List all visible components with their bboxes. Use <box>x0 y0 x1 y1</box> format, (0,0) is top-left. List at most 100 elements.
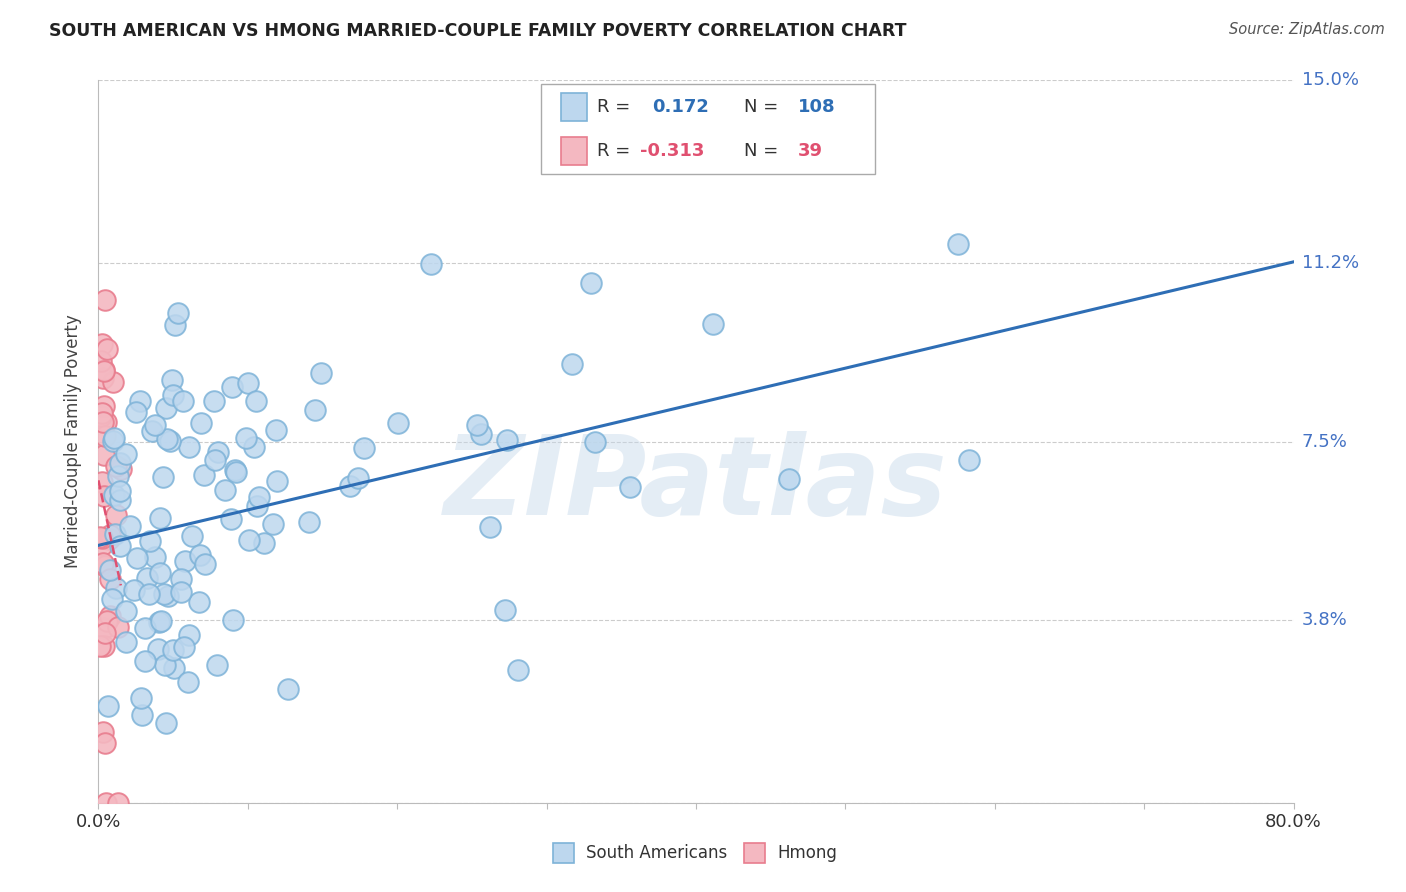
Point <box>169 585 191 599</box>
Point <box>948 237 970 252</box>
Point <box>97 532 120 546</box>
Point <box>93 621 115 635</box>
Point <box>93 639 115 653</box>
Point <box>104 581 127 595</box>
Point <box>136 571 159 585</box>
Point <box>207 658 229 673</box>
Text: N =: N = <box>744 142 778 160</box>
Point <box>262 516 284 531</box>
Point <box>188 595 211 609</box>
Point <box>93 364 115 378</box>
Point <box>235 431 257 445</box>
Point <box>221 380 243 394</box>
Point <box>94 429 117 443</box>
Point <box>108 484 131 499</box>
Point <box>387 416 409 430</box>
Point <box>90 409 112 423</box>
Point <box>125 405 148 419</box>
Point <box>93 725 115 739</box>
Text: R =: R = <box>596 98 630 116</box>
Point <box>98 563 121 577</box>
Point <box>139 534 162 549</box>
Point <box>93 736 115 750</box>
Point <box>134 654 156 668</box>
Point <box>479 520 502 534</box>
Point <box>207 444 229 458</box>
Text: 15.0%: 15.0% <box>1302 71 1358 89</box>
Point <box>264 423 287 437</box>
Point <box>494 603 516 617</box>
Point <box>162 643 184 657</box>
Point <box>93 489 115 503</box>
Point <box>93 415 115 429</box>
Point <box>496 434 519 448</box>
Point <box>224 462 246 476</box>
Point <box>309 366 332 380</box>
Point <box>114 635 136 649</box>
Point <box>101 591 124 606</box>
Point <box>304 403 326 417</box>
Text: 0.172: 0.172 <box>652 98 709 116</box>
Point <box>141 424 163 438</box>
Point <box>143 417 166 432</box>
Point <box>277 681 299 696</box>
Point <box>101 375 124 389</box>
Point <box>104 508 127 522</box>
Point <box>149 566 172 581</box>
Point <box>778 472 800 486</box>
Point <box>148 615 170 629</box>
Point <box>339 479 361 493</box>
Point <box>157 590 180 604</box>
Point <box>125 550 148 565</box>
Point <box>156 432 179 446</box>
Point <box>93 371 115 385</box>
Point <box>193 467 215 482</box>
Point <box>419 257 441 271</box>
Point <box>170 573 193 587</box>
Point <box>104 527 127 541</box>
Point <box>104 458 127 473</box>
Point <box>103 431 125 445</box>
FancyBboxPatch shape <box>744 843 765 863</box>
Text: Source: ZipAtlas.com: Source: ZipAtlas.com <box>1229 22 1385 37</box>
Point <box>145 550 167 565</box>
Point <box>188 548 211 562</box>
Point <box>177 674 200 689</box>
Point <box>181 528 204 542</box>
FancyBboxPatch shape <box>553 843 574 863</box>
Point <box>90 354 112 368</box>
Point <box>91 337 114 351</box>
Point <box>167 306 190 320</box>
Point <box>108 539 131 553</box>
Point <box>245 393 267 408</box>
Point <box>155 401 177 415</box>
Point <box>202 393 225 408</box>
Point <box>120 518 142 533</box>
Point <box>89 530 111 544</box>
Point <box>115 447 138 461</box>
Point <box>90 538 112 552</box>
Point <box>98 609 121 624</box>
Point <box>225 465 247 479</box>
Point <box>266 474 288 488</box>
Point <box>131 707 153 722</box>
Point <box>579 277 602 291</box>
Point <box>347 471 370 485</box>
Point <box>585 435 607 450</box>
Point <box>298 516 321 530</box>
Point <box>108 457 131 471</box>
Point <box>124 582 146 597</box>
Point <box>465 418 488 433</box>
Point <box>190 416 212 430</box>
Text: R =: R = <box>596 142 630 160</box>
Point <box>152 470 174 484</box>
Point <box>238 376 260 391</box>
Point <box>152 587 174 601</box>
FancyBboxPatch shape <box>561 137 588 165</box>
Point <box>91 475 114 489</box>
Text: 39: 39 <box>797 142 823 160</box>
Point <box>470 427 492 442</box>
Text: 3.8%: 3.8% <box>1302 611 1347 629</box>
Point <box>110 462 132 476</box>
Text: 7.5%: 7.5% <box>1302 433 1348 450</box>
